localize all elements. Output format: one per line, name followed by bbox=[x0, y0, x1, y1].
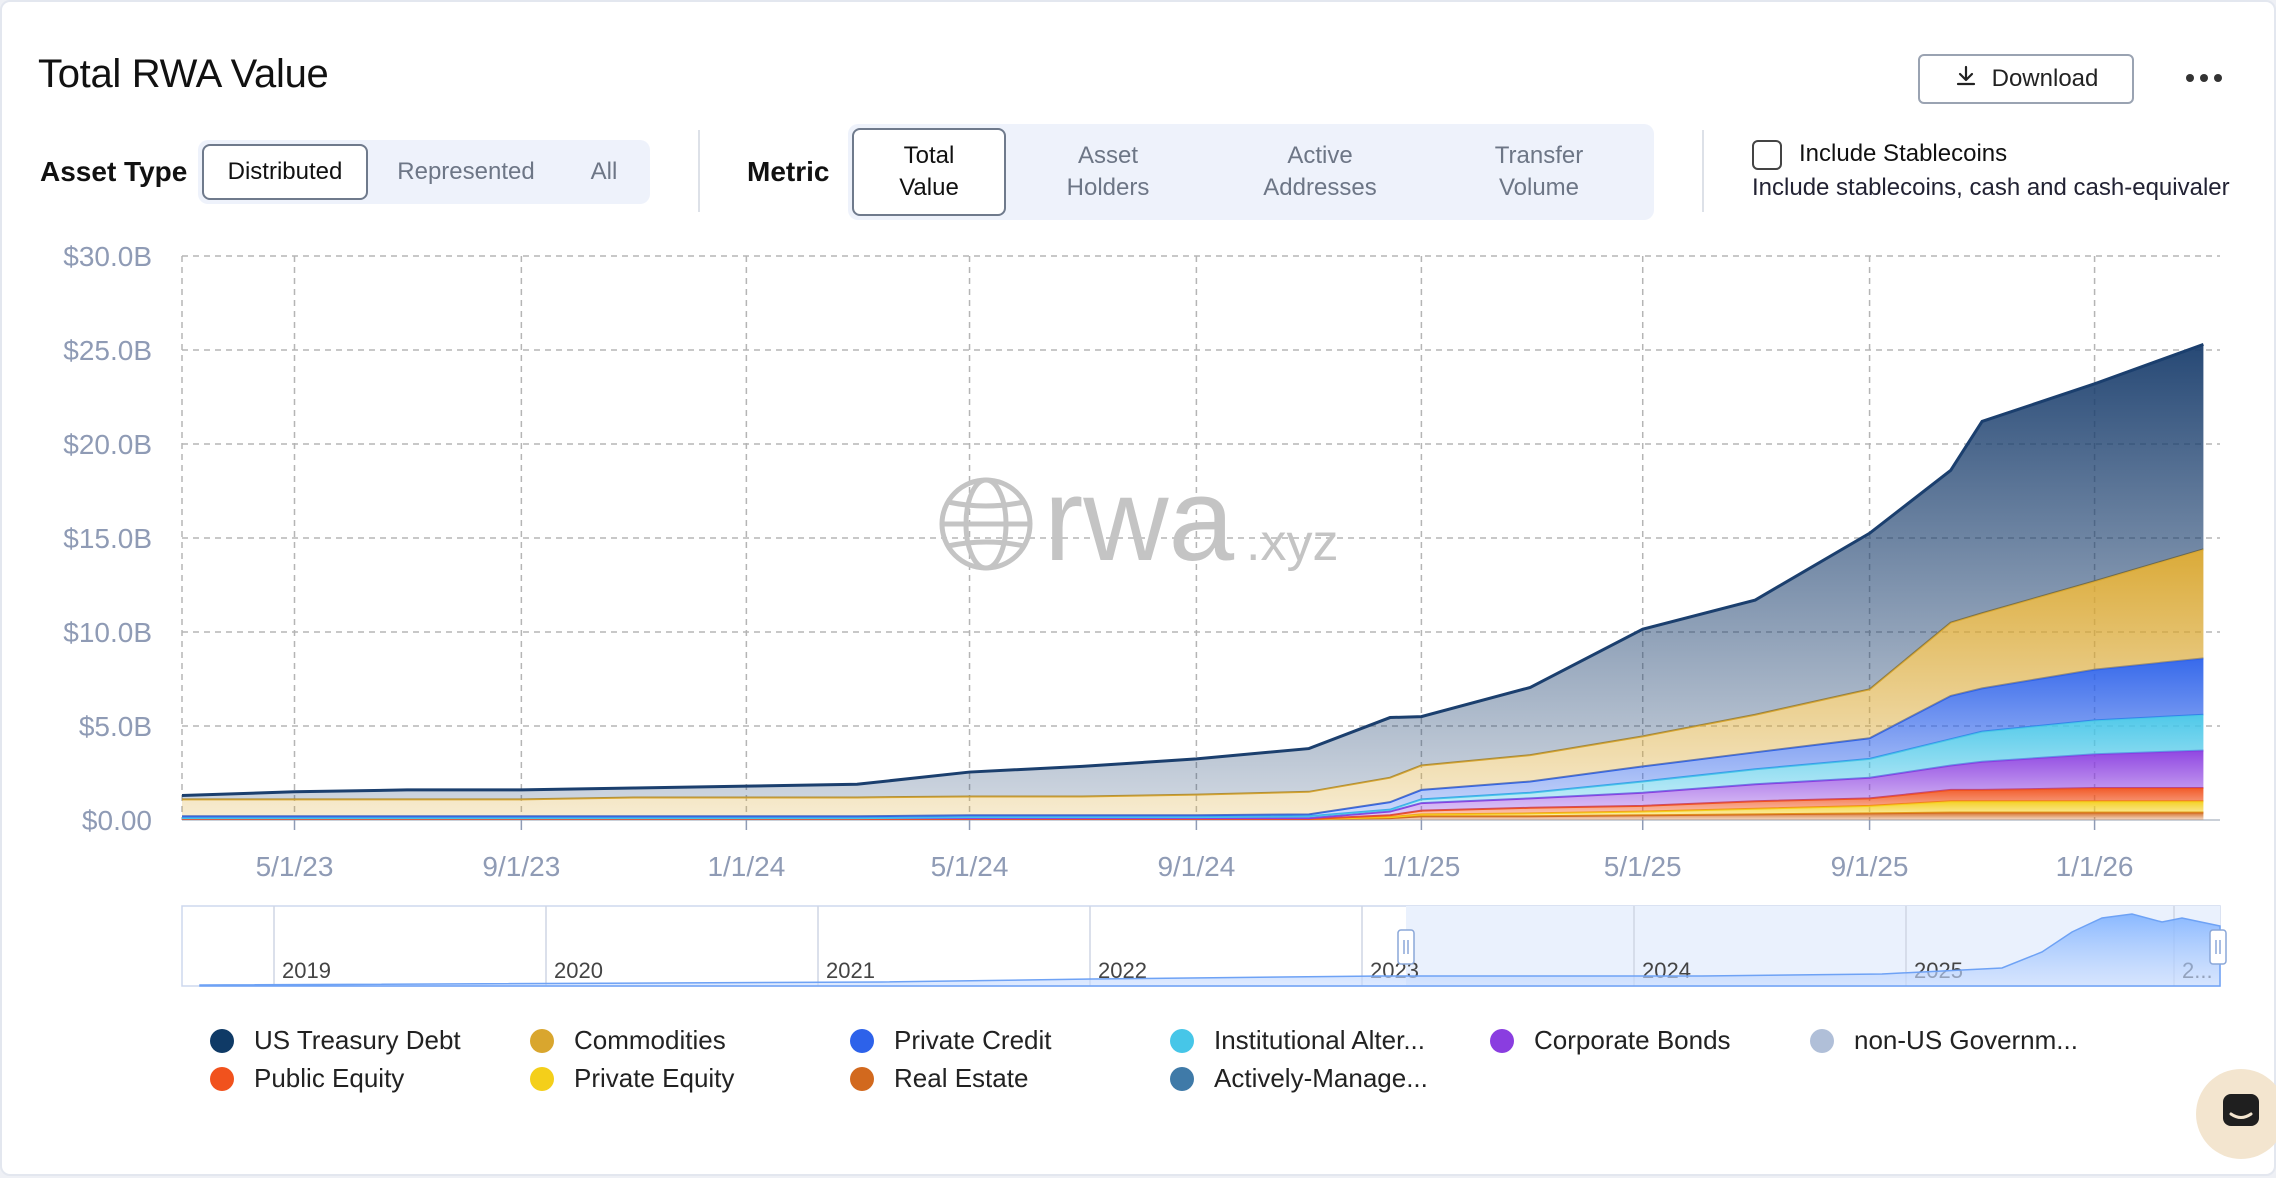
navigator-handle[interactable] bbox=[1397, 929, 1415, 965]
area-public-equity bbox=[182, 788, 2204, 820]
legend-dot bbox=[1170, 1066, 1194, 1091]
download-label: Download bbox=[1991, 65, 2099, 92]
watermark: rwa .xyz bbox=[939, 454, 1338, 586]
asset-type-represented[interactable]: Represented bbox=[397, 158, 535, 185]
area-commodities bbox=[182, 549, 2204, 817]
x-tick-label: 1/1/24 bbox=[707, 851, 785, 882]
metric-asset-holders[interactable]: Asset Holders bbox=[1066, 142, 1150, 201]
download-icon bbox=[1954, 64, 1978, 95]
asset-type-selector: Distributed Represented All bbox=[198, 140, 650, 204]
y-tick-label: $20.0B bbox=[63, 429, 152, 460]
watermark-suffix: .xyz bbox=[1246, 514, 1338, 572]
watermark-text: rwa bbox=[1044, 454, 1235, 586]
legend-label: Public Equity bbox=[254, 1063, 405, 1093]
y-tick-label: $15.0B bbox=[63, 523, 152, 554]
asset-type-all[interactable]: All bbox=[590, 158, 618, 185]
legend-dot bbox=[1810, 1028, 1834, 1053]
x-tick-label: 9/1/24 bbox=[1157, 851, 1235, 882]
navigator-year-label: 2019 bbox=[282, 958, 331, 983]
legend-dot bbox=[850, 1028, 874, 1053]
divider bbox=[698, 130, 700, 212]
legend-dot bbox=[530, 1066, 554, 1091]
more-horizontal-icon[interactable] bbox=[2182, 56, 2226, 100]
legend-item[interactable]: Public Equity bbox=[210, 1063, 404, 1094]
y-tick-label: $30.0B bbox=[63, 241, 152, 272]
area-us-treasury-debt bbox=[182, 344, 2204, 800]
legend-item[interactable]: Private Credit bbox=[850, 1025, 1052, 1056]
x-tick-label: 5/1/25 bbox=[1604, 851, 1682, 882]
legend-item[interactable]: Corporate Bonds bbox=[1490, 1025, 1731, 1056]
area-real-estate bbox=[182, 812, 2204, 820]
page-title: Total RWA Value bbox=[38, 52, 329, 96]
metric-label: Metric bbox=[747, 156, 830, 187]
x-tick-label: 1/1/26 bbox=[2056, 851, 2134, 882]
legend-label: Real Estate bbox=[894, 1063, 1029, 1093]
legend-label: US Treasury Debt bbox=[254, 1025, 461, 1055]
chat-button[interactable] bbox=[2196, 1069, 2276, 1159]
globe-icon bbox=[939, 477, 1033, 571]
legend-label: non-US Governm... bbox=[1854, 1025, 2078, 1055]
legend-dot bbox=[1490, 1028, 1514, 1053]
legend-item[interactable]: Private Equity bbox=[530, 1063, 734, 1094]
area-private-equity bbox=[182, 801, 2204, 820]
legend-dot bbox=[530, 1028, 554, 1053]
y-tick-label: $5.0B bbox=[79, 711, 152, 742]
legend-label: Actively-Manage... bbox=[1214, 1063, 1428, 1093]
x-tick-label: 5/1/23 bbox=[256, 851, 334, 882]
chat-icon bbox=[2219, 1090, 2263, 1139]
x-tick-label: 5/1/24 bbox=[931, 851, 1009, 882]
legend-item[interactable]: US Treasury Debt bbox=[210, 1025, 461, 1056]
metric-total-value[interactable]: Total Value bbox=[852, 128, 1006, 216]
navigator-handle[interactable] bbox=[2209, 929, 2227, 965]
legend-dot bbox=[1170, 1028, 1194, 1053]
y-tick-label: $0.00 bbox=[82, 805, 152, 836]
legend-label: Institutional Alter... bbox=[1214, 1025, 1426, 1055]
y-tick-label: $10.0B bbox=[63, 617, 152, 648]
legend-item[interactable]: Commodities bbox=[530, 1025, 726, 1056]
legend-item[interactable]: non-US Governm... bbox=[1810, 1025, 2078, 1056]
legend-item[interactable]: Institutional Alter... bbox=[1170, 1025, 1425, 1056]
legend-dot bbox=[210, 1028, 234, 1053]
legend-label: Commodities bbox=[574, 1025, 726, 1055]
metric-selector: Total Value Asset Holders Active Address… bbox=[848, 124, 1654, 220]
x-tick-label: 9/1/25 bbox=[1831, 851, 1909, 882]
series-line-us-treasury-debt bbox=[181, 342, 2204, 798]
y-tick-label: $25.0B bbox=[63, 335, 152, 366]
legend-label: Corporate Bonds bbox=[1534, 1025, 1731, 1055]
asset-type-label: Asset Type bbox=[40, 156, 188, 187]
legend-dot bbox=[850, 1066, 874, 1091]
area-institutional-alter bbox=[182, 714, 2204, 819]
legend-item[interactable]: Real Estate bbox=[850, 1063, 1028, 1094]
navigator-area bbox=[199, 913, 2221, 987]
area-corporate-bonds bbox=[182, 750, 2204, 820]
legend-dot bbox=[210, 1066, 234, 1091]
x-tick-label: 9/1/23 bbox=[482, 851, 560, 882]
metric-active-addresses[interactable]: Active Addresses bbox=[1263, 142, 1377, 201]
navigator-year-label: 2020 bbox=[554, 958, 603, 983]
download-button[interactable]: Download bbox=[1918, 54, 2134, 104]
metric-transfer-volume[interactable]: Transfer Volume bbox=[1494, 142, 1584, 201]
include-stablecoins-description: Include stablecoins, cash and cash-equiv… bbox=[1752, 174, 2230, 201]
legend-label: Private Equity bbox=[574, 1063, 735, 1093]
divider bbox=[1702, 130, 1704, 212]
x-tick-label: 1/1/25 bbox=[1382, 851, 1460, 882]
legend-item[interactable]: Actively-Manage... bbox=[1170, 1063, 1428, 1094]
include-stablecoins-checkbox[interactable] bbox=[1752, 140, 1782, 170]
include-stablecoins-label[interactable]: Include Stablecoins bbox=[1799, 140, 2008, 167]
navigator-year-label: 2021 bbox=[826, 958, 875, 983]
asset-type-distributed[interactable]: Distributed bbox=[202, 144, 368, 200]
legend-label: Private Credit bbox=[894, 1025, 1052, 1055]
